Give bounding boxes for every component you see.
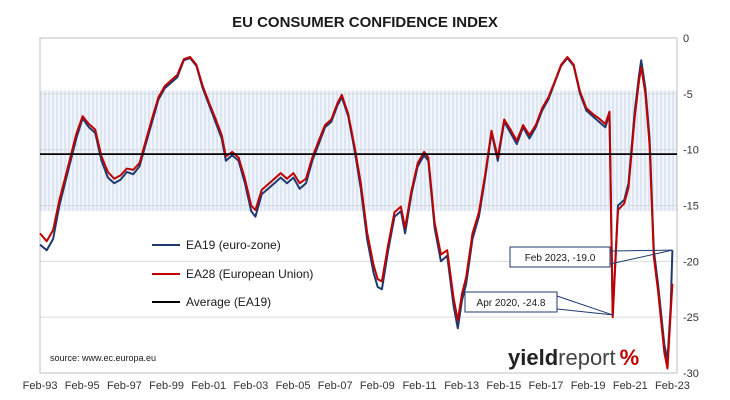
x-tick-label: Feb-19 bbox=[571, 380, 606, 392]
annotation-leader bbox=[609, 249, 673, 265]
x-tick-label: Feb-21 bbox=[613, 380, 648, 392]
annotation-leader bbox=[609, 249, 673, 252]
brand-percent-symbol: % bbox=[620, 345, 640, 370]
annotation-label: Feb 2023, -19.0 bbox=[525, 253, 596, 264]
y-tick-label: -10 bbox=[683, 145, 699, 157]
x-tick-label: Feb-03 bbox=[233, 380, 268, 392]
x-tick-label: Feb-13 bbox=[444, 380, 479, 392]
series-line-1 bbox=[39, 56, 674, 370]
plot-area: 0 -5 -10 -15 -20 -25 -30 Feb-93 Feb-95 Feb-97 Feb-… bbox=[23, 33, 699, 392]
y-tick-label: -20 bbox=[683, 256, 699, 268]
x-tick-label: Feb-95 bbox=[65, 380, 100, 392]
svg-text:yieldreport%: yieldreport% bbox=[508, 345, 639, 370]
brand-part-report: report bbox=[558, 345, 615, 370]
x-tick-label: Feb-09 bbox=[360, 380, 395, 392]
y-tick-label: -25 bbox=[683, 312, 699, 324]
legend-label-2: Average (EA19) bbox=[186, 295, 271, 309]
plot-frame bbox=[39, 37, 678, 374]
x-tick-label: Feb-93 bbox=[23, 380, 58, 392]
brand-part-yield: yield bbox=[508, 345, 558, 370]
legend-label-0: EA19 (euro-zone) bbox=[186, 238, 281, 252]
source-note: source: www.ec.europa.eu bbox=[50, 353, 156, 363]
y-tick-label: 0 bbox=[683, 33, 689, 45]
y-tick-label: -5 bbox=[683, 89, 693, 101]
x-tick-label: Feb-11 bbox=[402, 380, 436, 392]
x-tick-label: Feb-07 bbox=[318, 380, 353, 392]
brand-logo: yieldreport% bbox=[508, 345, 639, 370]
legend-label-1: EA28 (European Union) bbox=[186, 267, 313, 281]
y-tick-label: -30 bbox=[683, 368, 699, 380]
annotation-leader bbox=[556, 308, 613, 316]
x-tick-label: Feb-17 bbox=[529, 380, 564, 392]
annotation-label: Apr 2020, -24.8 bbox=[477, 298, 546, 309]
annotation-leader bbox=[556, 295, 613, 316]
x-tick-label: Feb-99 bbox=[149, 380, 184, 392]
x-tick-label: Feb-15 bbox=[486, 380, 521, 392]
x-tick-label: Feb-97 bbox=[107, 380, 142, 392]
annotation-box bbox=[509, 246, 611, 268]
x-tick-label: Feb-23 bbox=[655, 380, 690, 392]
annotation-box bbox=[464, 291, 558, 313]
legend: EA19 (euro-zone) EA28 (European Union) Ave… bbox=[152, 238, 313, 309]
chart-title: EU CONSUMER CONFIDENCE INDEX bbox=[232, 14, 498, 31]
x-tick-label: Feb-05 bbox=[276, 380, 311, 392]
y-tick-label: -15 bbox=[683, 201, 699, 213]
x-tick-label: Feb-01 bbox=[191, 380, 226, 392]
